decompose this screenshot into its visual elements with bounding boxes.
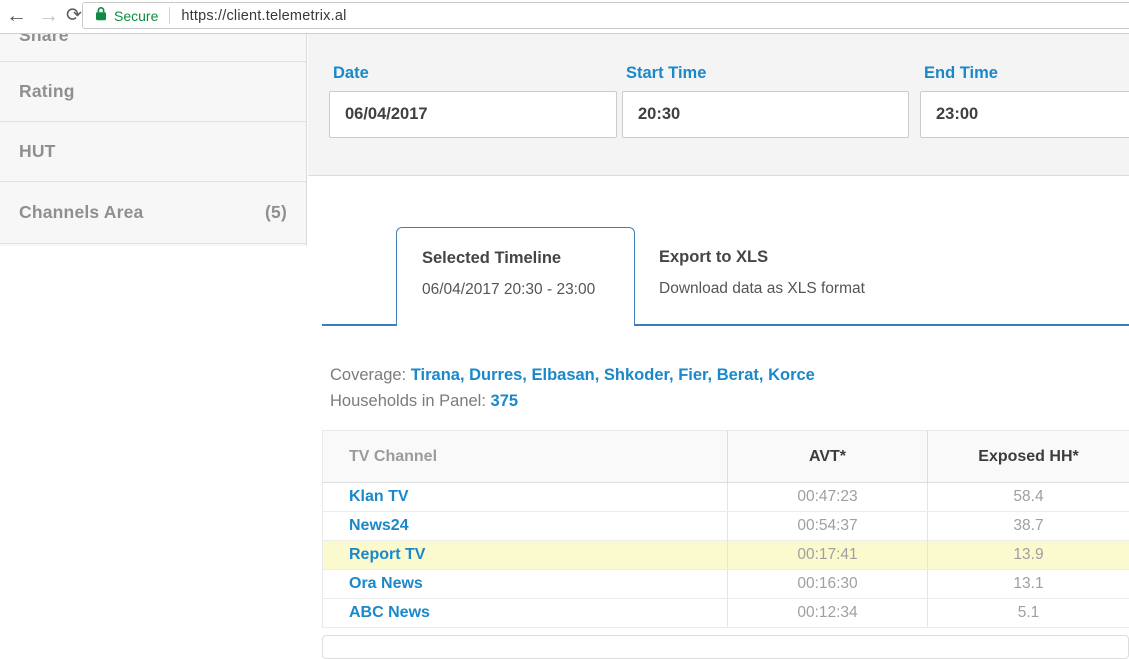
- channel-link[interactable]: News24: [349, 517, 409, 534]
- table-row: Klan TV 00:47:23 58.4: [323, 483, 1129, 512]
- coverage-label: Coverage:: [330, 366, 407, 384]
- tab-selected-timeline-title: Selected Timeline: [422, 249, 562, 267]
- sidebar-item-rating[interactable]: Rating: [0, 62, 306, 122]
- start-time-label: Start Time: [626, 64, 707, 82]
- sidebar-item-label: HUT: [19, 141, 56, 161]
- sidebar-item-label: Channels Area: [19, 202, 144, 222]
- secure-label: Secure: [114, 7, 159, 24]
- households-label: Households in Panel:: [330, 392, 486, 410]
- url-text: https://client.telemetrix.al: [181, 7, 347, 24]
- avt-value: 00:47:23: [797, 488, 858, 505]
- tab-selected-timeline-subtitle: 06/04/2017 20:30 - 23:00: [422, 281, 596, 298]
- sidebar-item-label: Share: [19, 34, 69, 45]
- exposed-hh-value: 13.9: [1013, 546, 1044, 563]
- exposed-hh-value: 5.1: [1017, 604, 1040, 621]
- lock-icon: [95, 6, 107, 26]
- table-row: Ora News 00:16:30 13.1: [323, 570, 1129, 599]
- forward-button[interactable]: →: [38, 4, 59, 27]
- table-header-row: TV Channel AVT* Exposed HH*: [323, 431, 1129, 483]
- households-value: 375: [490, 392, 519, 410]
- filter-panel: Date Start Time End Time: [308, 34, 1129, 176]
- coverage-value: Tirana, Durres, Elbasan, Shkoder, Fier, …: [410, 366, 815, 384]
- sidebar-item-hut[interactable]: HUT: [0, 122, 306, 182]
- sidebar-item-share[interactable]: Share: [0, 34, 306, 62]
- households-line: Households in Panel: 375: [330, 388, 815, 414]
- column-header-tv-channel: TV Channel: [349, 447, 438, 465]
- sidebar-item-count: (5): [265, 202, 287, 222]
- browser-chrome: ← → ⟳ Secure https://client.telemetrix.a…: [0, 0, 1129, 34]
- channel-link[interactable]: Report TV: [349, 546, 426, 563]
- exposed-hh-value: 58.4: [1013, 488, 1044, 505]
- tab-export-xls[interactable]: Export to XLS Download data as XLS forma…: [659, 248, 865, 298]
- column-header-exposed-hh: Exposed HH*: [927, 431, 1129, 482]
- coverage-line: Coverage: Tirana, Durres, Elbasan, Shkod…: [330, 362, 815, 388]
- column-header-avt: AVT*: [727, 431, 927, 482]
- address-bar[interactable]: Secure https://client.telemetrix.al: [82, 2, 1129, 29]
- end-time-input[interactable]: [920, 91, 1129, 138]
- sidebar-item-label: Rating: [19, 81, 75, 101]
- date-input[interactable]: [329, 91, 617, 138]
- tab-export-xls-subtitle: Download data as XLS format: [659, 280, 865, 297]
- summary-block: Coverage: Tirana, Durres, Elbasan, Shkod…: [330, 362, 815, 414]
- avt-value: 00:17:41: [797, 546, 858, 563]
- channel-link[interactable]: Ora News: [349, 575, 423, 592]
- refresh-button[interactable]: ⟳: [66, 5, 82, 26]
- table-row: News24 00:54:37 38.7: [323, 512, 1129, 541]
- avt-value: 00:54:37: [797, 517, 858, 534]
- footnote-panel: [322, 635, 1129, 659]
- table-row: Report TV 00:17:41 13.9: [323, 541, 1129, 570]
- avt-value: 00:12:34: [797, 604, 858, 621]
- table-row: ABC News 00:12:34 5.1: [323, 599, 1129, 628]
- start-time-input[interactable]: [622, 91, 909, 138]
- tab-selected-timeline[interactable]: Selected Timeline 06/04/2017 20:30 - 23:…: [396, 227, 635, 326]
- tab-underline: [322, 324, 1129, 326]
- end-time-label: End Time: [924, 64, 998, 82]
- date-label: Date: [333, 64, 369, 82]
- channels-table: TV Channel AVT* Exposed HH* Klan TV 00:4…: [322, 430, 1129, 628]
- exposed-hh-value: 13.1: [1013, 575, 1044, 592]
- exposed-hh-value: 38.7: [1013, 517, 1044, 534]
- sidebar: Share Rating HUT Channels Area (5): [0, 34, 307, 246]
- address-separator: [169, 7, 171, 24]
- tab-export-xls-title: Export to XLS: [659, 248, 769, 266]
- channel-link[interactable]: ABC News: [349, 604, 430, 621]
- sidebar-item-channels-area[interactable]: Channels Area (5): [0, 182, 306, 244]
- back-button[interactable]: ←: [6, 4, 27, 27]
- channel-link[interactable]: Klan TV: [349, 488, 409, 505]
- avt-value: 00:16:30: [797, 575, 858, 592]
